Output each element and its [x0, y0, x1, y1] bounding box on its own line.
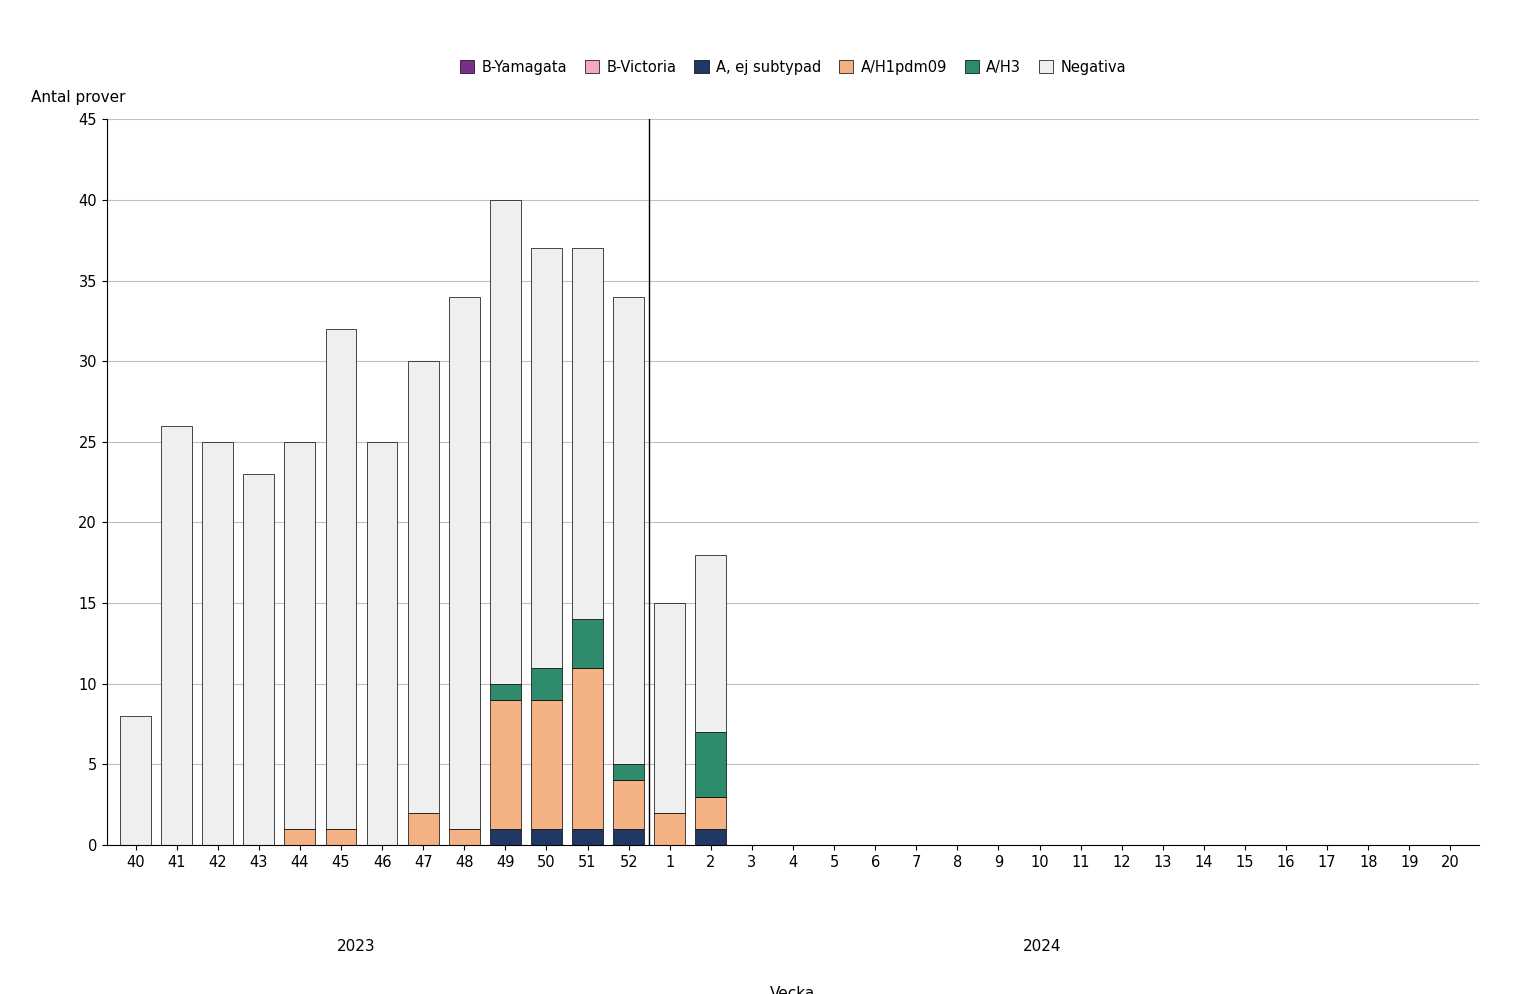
Bar	[531, 829, 561, 845]
Bar	[531, 700, 561, 829]
Bar	[448, 829, 480, 845]
Bar	[695, 829, 726, 845]
Bar	[654, 603, 685, 813]
Bar	[695, 732, 726, 796]
Bar	[366, 441, 398, 845]
Bar	[162, 425, 192, 845]
Bar	[613, 764, 644, 780]
Bar	[572, 829, 602, 845]
Bar	[531, 668, 561, 700]
Bar	[490, 700, 520, 829]
Bar	[531, 248, 561, 668]
Legend: B-Yamagata, B-Victoria, A, ej subtypad, A/H1pdm09, A/H3, Negativa: B-Yamagata, B-Victoria, A, ej subtypad, …	[454, 54, 1132, 81]
Text: 2024: 2024	[1023, 939, 1061, 954]
Text: Antal prover: Antal prover	[32, 89, 125, 104]
Bar	[285, 441, 316, 829]
Bar	[490, 200, 520, 684]
Bar	[695, 796, 726, 829]
Bar	[654, 813, 685, 845]
Bar	[490, 684, 520, 700]
Bar	[244, 474, 274, 845]
Bar	[695, 555, 726, 732]
Bar	[407, 813, 439, 845]
Text: Vecka: Vecka	[770, 986, 816, 994]
Bar	[325, 329, 357, 829]
Bar	[572, 619, 602, 668]
Bar	[613, 780, 644, 829]
Bar	[572, 668, 602, 829]
Bar	[613, 296, 644, 764]
Bar	[285, 829, 316, 845]
Bar	[448, 296, 480, 829]
Bar	[572, 248, 602, 619]
Bar	[120, 716, 151, 845]
Text: 2023: 2023	[337, 939, 375, 954]
Bar	[407, 361, 439, 813]
Bar	[325, 829, 357, 845]
Bar	[490, 829, 520, 845]
Bar	[613, 829, 644, 845]
Bar	[203, 441, 233, 845]
